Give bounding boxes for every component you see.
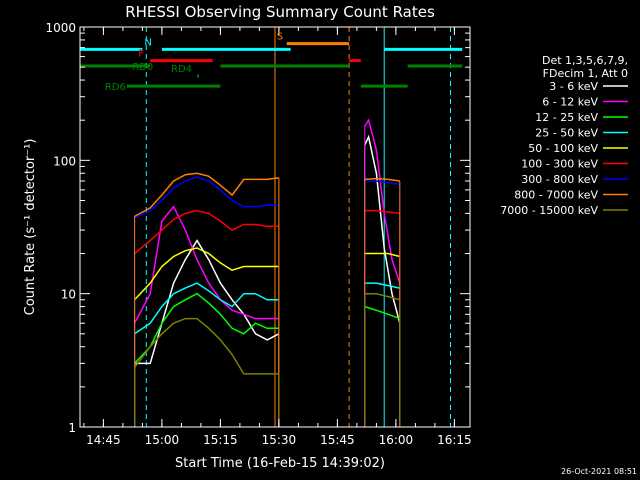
x-tick-label: 16:00 <box>379 433 414 447</box>
series-line <box>134 176 279 219</box>
legend-entry-label: 7000 - 15000 keV <box>500 204 598 217</box>
series-line <box>364 282 400 289</box>
legend-header: FDecim 1, Att 0 <box>543 67 628 80</box>
series-line <box>134 172 280 218</box>
plot-area <box>80 27 463 427</box>
annotation-label-n: N <box>144 37 151 48</box>
series-line <box>133 205 279 324</box>
legend-entry-label: 3 - 6 keV <box>549 80 598 93</box>
series-line <box>364 305 401 320</box>
plot-frame <box>79 26 471 428</box>
legend-entry-label: 6 - 12 keV <box>542 96 598 109</box>
legend-header: Det 1,3,5,6,7,9, <box>542 54 628 67</box>
x-tick-label: 15:30 <box>262 433 297 447</box>
y-axis: 1 10 100 1000 <box>45 21 470 435</box>
timestamp: 26-Oct-2021 08:51 <box>561 467 637 476</box>
series-line <box>134 317 279 375</box>
series-line <box>134 292 279 364</box>
y-tick-label: 1 <box>68 421 76 435</box>
y-axis-label: Count Rate (s⁻¹ detector⁻¹) <box>23 139 38 316</box>
legend-entry-label: 12 - 25 keV <box>535 111 598 124</box>
x-tick-label: 14:45 <box>86 433 121 447</box>
x-tick-label: 15:00 <box>145 433 180 447</box>
x-tick-label: 16:15 <box>437 433 472 447</box>
annotation-label-f: F <box>138 49 144 60</box>
legend-entry-label: 800 - 7000 keV <box>514 189 598 202</box>
y-tick-label: 1000 <box>45 21 76 35</box>
series-line <box>134 282 279 335</box>
annotation-label-rd6: RD6 <box>105 82 126 93</box>
legend-entry-label: 300 - 800 keV <box>521 173 598 186</box>
x-axis-label: Start Time (16-Feb-15 14:39:02) <box>175 456 385 471</box>
legend-entry-label: 50 - 100 keV <box>528 142 598 155</box>
chart-title: RHESSI Observing Summary Count Rates <box>125 3 435 21</box>
series-line <box>134 247 279 301</box>
series-line <box>364 180 400 186</box>
x-axis: 14:45 15:00 15:15 15:30 15:45 16:00 16:15 <box>83 27 472 447</box>
x-tick-label: 15:15 <box>203 433 238 447</box>
series-line <box>364 292 400 301</box>
legend-entry-label: 100 - 300 keV <box>521 158 598 171</box>
series-line <box>364 177 400 182</box>
y-tick-label: 100 <box>53 154 76 168</box>
x-tick-label: 15:45 <box>320 433 355 447</box>
series-line <box>134 209 279 255</box>
annotation-label-rd4: RD4 <box>171 64 192 75</box>
y-tick-label: 10 <box>61 288 76 302</box>
annotation-label-s: S <box>277 32 283 43</box>
legend: Det 1,3,5,6,7,9,FDecim 1, Att 03 - 6 keV… <box>500 54 628 217</box>
series-line <box>364 252 400 258</box>
series-line <box>364 209 400 215</box>
annotation-label-rd0: RD0 <box>132 62 153 73</box>
legend-entry-label: 25 - 50 keV <box>535 127 598 140</box>
